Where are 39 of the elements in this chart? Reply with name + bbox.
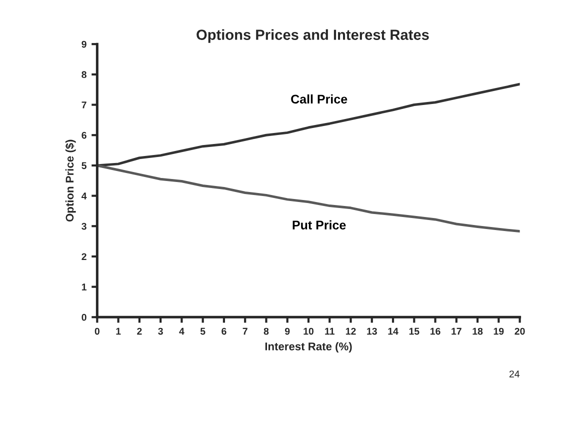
y-tick-label: 9 — [82, 40, 86, 48]
x-tick-label: 9 — [284, 328, 290, 335]
x-tick-label: 7 — [242, 328, 248, 335]
x-tick-label: 5 — [200, 328, 206, 335]
series-label: Call Price — [291, 94, 348, 104]
x-tick-label: 13 — [367, 328, 377, 335]
chart-title: Options Prices and Interest Rates — [196, 29, 429, 43]
y-tick-label: 0 — [82, 314, 86, 321]
x-tick-label: 14 — [388, 328, 398, 335]
y-tick-label: 3 — [82, 222, 86, 230]
y-tick-label: 4 — [82, 192, 87, 200]
series-label: Put Price — [292, 220, 346, 230]
x-tick-label: 12 — [346, 328, 356, 335]
line-series — [97, 164, 520, 233]
x-tick-label: 17 — [452, 328, 462, 335]
text: 24 — [509, 370, 520, 378]
x-tick-label: 4 — [179, 328, 184, 335]
y-tick-label: 7 — [82, 102, 86, 108]
x-tick-label: 0 — [94, 328, 100, 335]
x-tick-label: 1 — [116, 328, 121, 335]
x-tick-label: 8 — [264, 328, 269, 335]
x-tick-label: 6 — [222, 328, 226, 335]
x-tick-label: 11 — [325, 328, 334, 335]
x-tick-label: 3 — [158, 328, 163, 335]
y-tick-label: 8 — [82, 71, 86, 78]
x-axis-title: Interest Rate (%) — [265, 342, 352, 353]
x-tick-label: 2 — [137, 328, 142, 335]
x-tick-label: 20 — [514, 328, 525, 335]
y-tick-label: 2 — [82, 253, 86, 260]
x-tick-label: 10 — [304, 328, 314, 335]
y-tick-label: 1 — [82, 284, 86, 290]
line-series — [97, 82, 520, 167]
x-tick-label: 18 — [472, 328, 483, 335]
x-tick-label: 19 — [494, 328, 504, 335]
y-tick-label: 6 — [82, 132, 86, 139]
x-tick-label: 15 — [409, 328, 420, 335]
y-tick-label: 5 — [82, 162, 86, 170]
x-tick-label: 16 — [430, 328, 440, 335]
y-axis-title: Option Price ($) — [65, 140, 76, 222]
